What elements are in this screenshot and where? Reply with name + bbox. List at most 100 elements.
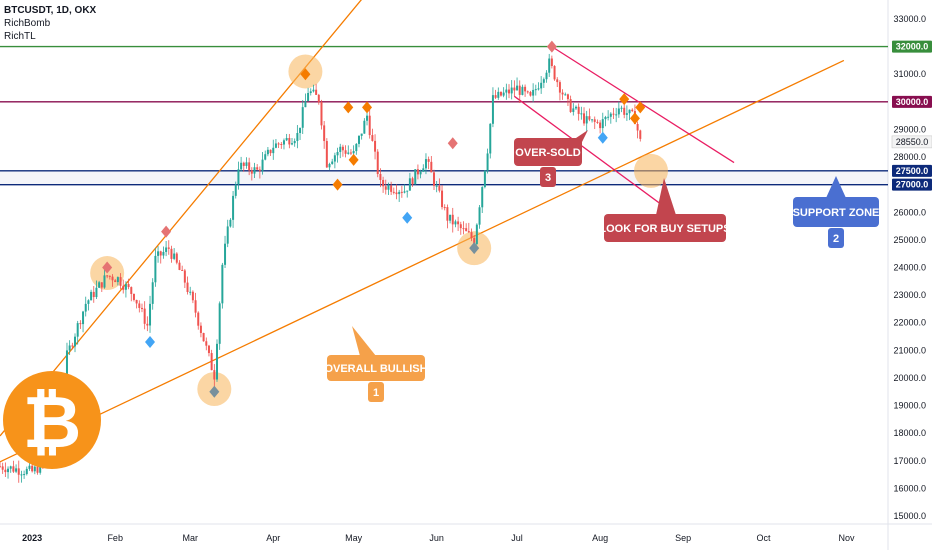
signal-diamond: [362, 101, 373, 114]
candle-body: [615, 114, 618, 116]
signal-diamond: [402, 211, 413, 224]
candle-body: [154, 255, 157, 283]
candle-body: [149, 303, 152, 326]
candle-body: [114, 280, 117, 283]
signal-diamond: [102, 261, 113, 274]
x-tick-label: Sep: [675, 533, 691, 543]
candle-body: [31, 465, 34, 472]
candle-body: [213, 370, 216, 380]
y-tick-label: 25000.0: [893, 235, 926, 245]
candle-body: [103, 275, 106, 288]
candle-body: [620, 107, 623, 109]
y-tick-label: 15000.0: [893, 511, 926, 521]
candle-body: [100, 282, 103, 288]
candle-body: [491, 95, 494, 124]
level-tag-27500.0: [892, 164, 932, 177]
candle-body: [320, 102, 323, 126]
price-axis: [888, 0, 932, 550]
candle-body: [138, 303, 141, 308]
indicator-richbomb[interactable]: RichBomb: [4, 18, 51, 29]
candle-body: [390, 185, 393, 192]
candle-body: [288, 138, 291, 145]
signal-diamond: [209, 385, 220, 398]
candle-body: [502, 92, 505, 96]
candle-body: [550, 58, 553, 67]
x-tick-label: May: [345, 533, 363, 543]
callout-over-sold: OVER-SOLD 3: [514, 130, 588, 187]
candle-body: [197, 312, 200, 326]
candle-body: [583, 113, 586, 124]
candle-body: [580, 113, 583, 115]
candle-body: [119, 277, 122, 286]
candle-body: [130, 287, 133, 294]
candle-body: [36, 466, 39, 473]
candle-body: [98, 282, 101, 288]
candle-body: [366, 115, 369, 121]
callout-pointer: [352, 326, 376, 356]
candle-body: [293, 140, 296, 144]
candle-body: [175, 253, 178, 263]
level-tag-30000.0: [892, 95, 932, 108]
candle-body: [612, 113, 615, 115]
candle-body: [106, 275, 109, 277]
candle-body: [242, 162, 245, 166]
y-tick-label: 24000.0: [893, 263, 926, 273]
candle-body: [205, 341, 208, 346]
candle-body: [392, 191, 395, 193]
candle-body: [631, 109, 634, 112]
candle-body: [207, 345, 210, 354]
callout-box: [793, 197, 879, 227]
candle-body: [7, 468, 10, 473]
candle-body: [454, 221, 457, 225]
candle-body: [84, 303, 87, 312]
candle-body: [140, 307, 143, 309]
candle-body: [224, 243, 227, 265]
candle-body: [116, 277, 119, 283]
candle-body: [344, 150, 347, 154]
candle-body: [435, 185, 438, 187]
candle-body: [414, 169, 417, 185]
candle-body: [596, 121, 599, 123]
candle-body: [291, 143, 294, 145]
candle-body: [553, 66, 556, 80]
candle-body: [591, 119, 594, 121]
candle-body: [189, 291, 192, 293]
candle-body: [4, 469, 7, 473]
y-tick-label: 33000.0: [893, 14, 926, 24]
candle-body: [202, 332, 205, 342]
candle-body: [438, 185, 441, 191]
level-tag-text: 32000.0: [896, 42, 929, 52]
candle-body: [274, 143, 277, 148]
candle-body: [617, 108, 620, 115]
candle-body: [111, 276, 114, 281]
indicator-richtl[interactable]: RichTL: [4, 31, 36, 42]
y-tick-label: 28000.0: [893, 152, 926, 162]
candle-body: [470, 232, 473, 239]
candle-body: [79, 323, 82, 325]
candle-body: [542, 79, 545, 83]
candle-body: [481, 187, 484, 208]
candle-body: [229, 219, 232, 227]
level-tag-32000.0: [892, 40, 932, 53]
callout-look-for-buy-setups: LOOK FOR BUY SETUPS: [599, 178, 731, 242]
candle-body: [336, 151, 339, 156]
candle-body: [232, 195, 235, 220]
candle-body: [483, 170, 486, 188]
candle-body: [441, 190, 444, 208]
candle-body: [157, 251, 160, 256]
candle-body: [170, 248, 173, 259]
y-tick-label: 29000.0: [893, 124, 926, 134]
candle-body: [127, 284, 130, 288]
candle-body: [248, 162, 251, 171]
candle-body: [513, 87, 516, 91]
candle-body: [574, 106, 577, 109]
candle-body: [419, 171, 422, 175]
candle-body: [521, 86, 524, 95]
candle-body: [124, 284, 127, 290]
callout-number: 1: [373, 387, 379, 399]
candle-body: [269, 149, 272, 154]
candle-body: [151, 282, 154, 304]
x-tick-label: Jul: [511, 533, 523, 543]
current-price-tag: [891, 135, 932, 149]
